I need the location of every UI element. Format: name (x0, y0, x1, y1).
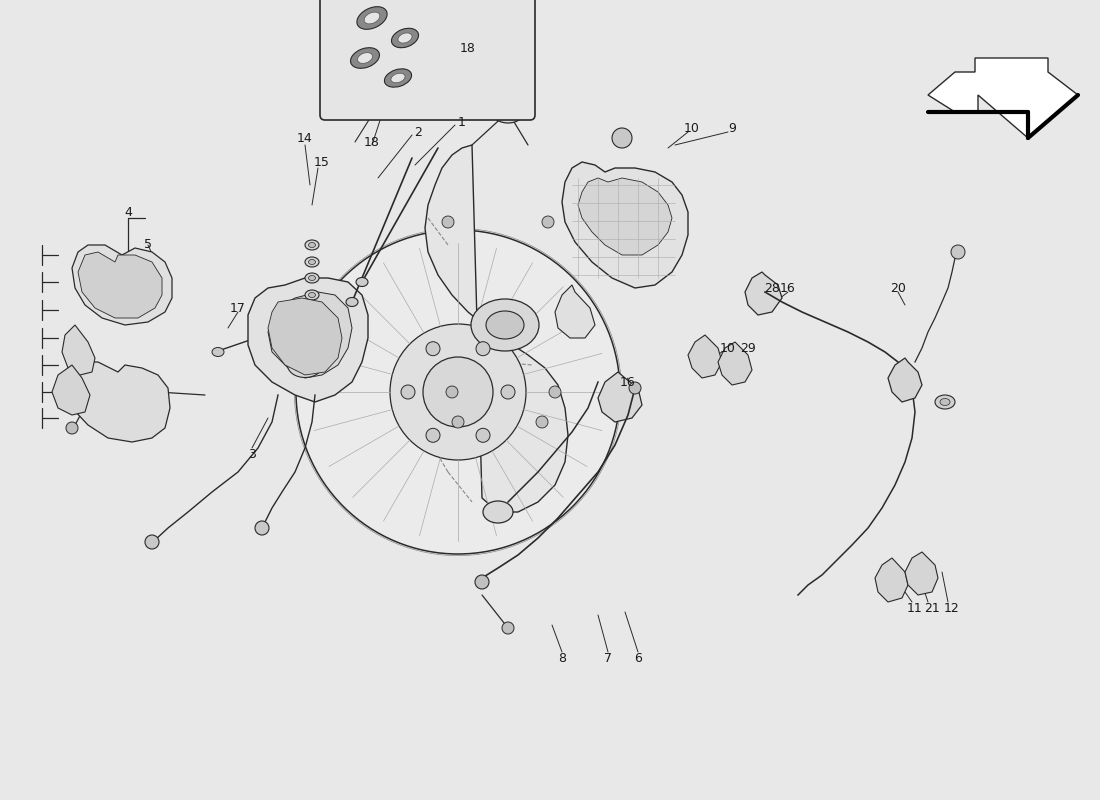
Circle shape (452, 416, 464, 428)
Ellipse shape (390, 74, 405, 82)
Ellipse shape (940, 398, 950, 406)
Ellipse shape (358, 53, 373, 63)
Text: 18: 18 (460, 42, 476, 54)
Text: 5: 5 (144, 238, 152, 251)
Polygon shape (556, 285, 595, 338)
Circle shape (402, 385, 415, 399)
Ellipse shape (390, 324, 526, 460)
Circle shape (500, 385, 515, 399)
Ellipse shape (308, 293, 316, 298)
Polygon shape (888, 358, 922, 402)
Text: 28: 28 (764, 282, 780, 294)
Circle shape (502, 622, 514, 634)
Polygon shape (928, 58, 1078, 138)
Circle shape (549, 386, 561, 398)
Text: 8: 8 (558, 651, 566, 665)
Ellipse shape (287, 302, 322, 327)
Circle shape (629, 382, 641, 394)
Polygon shape (268, 298, 342, 375)
Ellipse shape (392, 28, 418, 48)
Ellipse shape (305, 290, 319, 300)
Text: 9: 9 (728, 122, 736, 134)
Polygon shape (68, 362, 170, 442)
Text: 21: 21 (924, 602, 939, 614)
Circle shape (476, 428, 490, 442)
Text: 20: 20 (890, 282, 906, 294)
Ellipse shape (935, 395, 955, 409)
Text: 1: 1 (458, 115, 466, 129)
Ellipse shape (492, 101, 524, 123)
Ellipse shape (483, 501, 513, 523)
Text: 12: 12 (944, 602, 960, 614)
Polygon shape (248, 278, 368, 402)
Ellipse shape (424, 357, 493, 427)
Circle shape (426, 342, 440, 356)
Ellipse shape (305, 273, 319, 283)
Ellipse shape (287, 353, 322, 378)
Ellipse shape (212, 347, 224, 357)
Ellipse shape (296, 230, 620, 554)
Circle shape (952, 245, 965, 259)
Ellipse shape (308, 275, 316, 281)
Ellipse shape (308, 242, 316, 247)
Ellipse shape (364, 12, 380, 24)
Polygon shape (578, 178, 672, 255)
Ellipse shape (471, 299, 539, 351)
Ellipse shape (356, 278, 369, 286)
Circle shape (542, 216, 554, 228)
Text: 17: 17 (230, 302, 246, 314)
Text: 18: 18 (364, 135, 380, 149)
Text: 6: 6 (634, 651, 642, 665)
Polygon shape (62, 325, 95, 375)
Polygon shape (905, 552, 938, 595)
Text: 14: 14 (297, 131, 312, 145)
Ellipse shape (308, 259, 316, 265)
Polygon shape (598, 372, 642, 422)
Circle shape (426, 428, 440, 442)
Polygon shape (268, 292, 352, 378)
Polygon shape (425, 145, 568, 512)
Text: 15: 15 (315, 155, 330, 169)
Ellipse shape (351, 48, 380, 68)
Circle shape (446, 386, 458, 398)
Polygon shape (562, 162, 688, 288)
Circle shape (475, 575, 490, 589)
Circle shape (66, 422, 78, 434)
Polygon shape (874, 558, 907, 602)
Text: 16: 16 (620, 375, 636, 389)
Text: 10: 10 (720, 342, 736, 354)
Polygon shape (688, 335, 722, 378)
FancyBboxPatch shape (320, 0, 535, 120)
Text: 10: 10 (684, 122, 700, 134)
Ellipse shape (305, 240, 319, 250)
Ellipse shape (384, 69, 411, 87)
Circle shape (612, 128, 632, 148)
Ellipse shape (356, 6, 387, 30)
Polygon shape (745, 272, 782, 315)
Circle shape (476, 342, 490, 356)
Text: 3: 3 (249, 449, 256, 462)
Text: 7: 7 (604, 651, 612, 665)
Circle shape (255, 521, 270, 535)
Polygon shape (718, 342, 752, 385)
Circle shape (536, 416, 548, 428)
Polygon shape (72, 245, 172, 325)
Polygon shape (52, 365, 90, 415)
Ellipse shape (346, 298, 358, 306)
Text: 16: 16 (780, 282, 796, 294)
Text: 29: 29 (740, 342, 756, 354)
Text: 2: 2 (414, 126, 422, 138)
Text: 4: 4 (124, 206, 132, 218)
Ellipse shape (486, 311, 524, 339)
Polygon shape (78, 252, 162, 318)
Ellipse shape (305, 257, 319, 267)
Circle shape (442, 216, 454, 228)
Text: 11: 11 (908, 602, 923, 614)
Ellipse shape (398, 33, 412, 43)
Circle shape (145, 535, 160, 549)
